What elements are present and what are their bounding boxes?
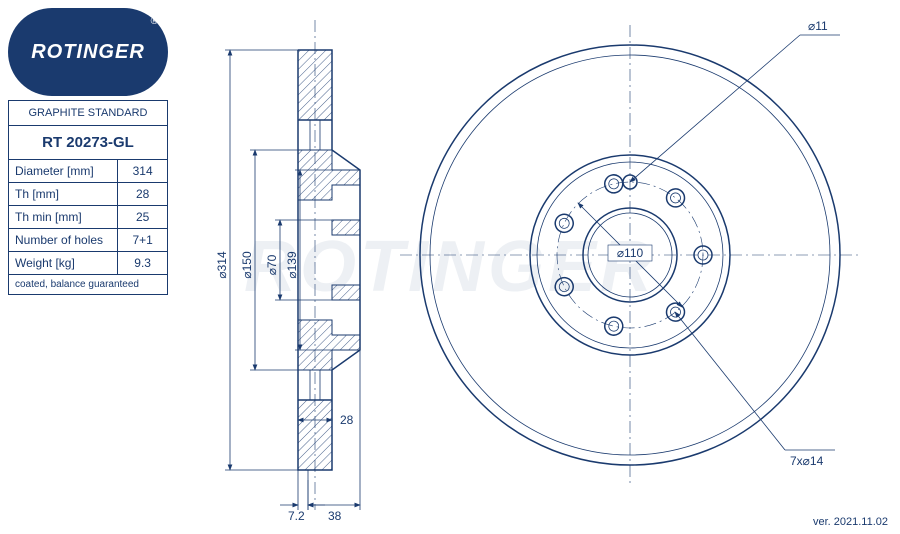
brand-logo: ROTINGER ® — [8, 8, 168, 96]
svg-text:38: 38 — [328, 509, 342, 520]
svg-text:7.2: 7.2 — [288, 509, 305, 520]
svg-text:28: 28 — [340, 413, 354, 427]
spec-value: 7+1 — [118, 229, 168, 252]
svg-text:⌀110: ⌀110 — [617, 246, 644, 260]
standard-label: GRAPHITE STANDARD — [9, 101, 168, 126]
svg-text:⌀314: ⌀314 — [215, 251, 229, 279]
svg-text:7x⌀14: 7x⌀14 — [790, 454, 824, 468]
brand-name: ROTINGER — [31, 41, 145, 64]
spec-value: 314 — [118, 160, 168, 183]
svg-text:⌀150: ⌀150 — [240, 251, 254, 279]
svg-text:⌀11: ⌀11 — [808, 19, 828, 33]
spec-label: Weight [kg] — [9, 252, 118, 275]
front-view: ⌀11 7x⌀14 ⌀110 — [400, 19, 860, 485]
spec-label: Diameter [mm] — [9, 160, 118, 183]
product-note: coated, balance guaranteed — [9, 275, 168, 295]
spec-label: Th min [mm] — [9, 206, 118, 229]
registered-mark: ® — [151, 16, 158, 27]
version-label: ver. 2021.11.02 — [813, 516, 888, 528]
section-view: ⌀314 ⌀150 ⌀70 ⌀139 28 7.2 38 — [215, 20, 360, 520]
technical-drawing: ⌀314 ⌀150 ⌀70 ⌀139 28 7.2 38 — [180, 0, 900, 520]
svg-text:⌀70: ⌀70 — [265, 254, 279, 275]
spec-value: 25 — [118, 206, 168, 229]
spec-label: Number of holes — [9, 229, 118, 252]
spec-label: Th [mm] — [9, 183, 118, 206]
spec-value: 9.3 — [118, 252, 168, 275]
svg-text:⌀139: ⌀139 — [285, 251, 299, 279]
spec-table: GRAPHITE STANDARD RT 20273-GL Diameter [… — [8, 100, 168, 295]
spec-value: 28 — [118, 183, 168, 206]
part-number: RT 20273-GL — [9, 126, 168, 160]
